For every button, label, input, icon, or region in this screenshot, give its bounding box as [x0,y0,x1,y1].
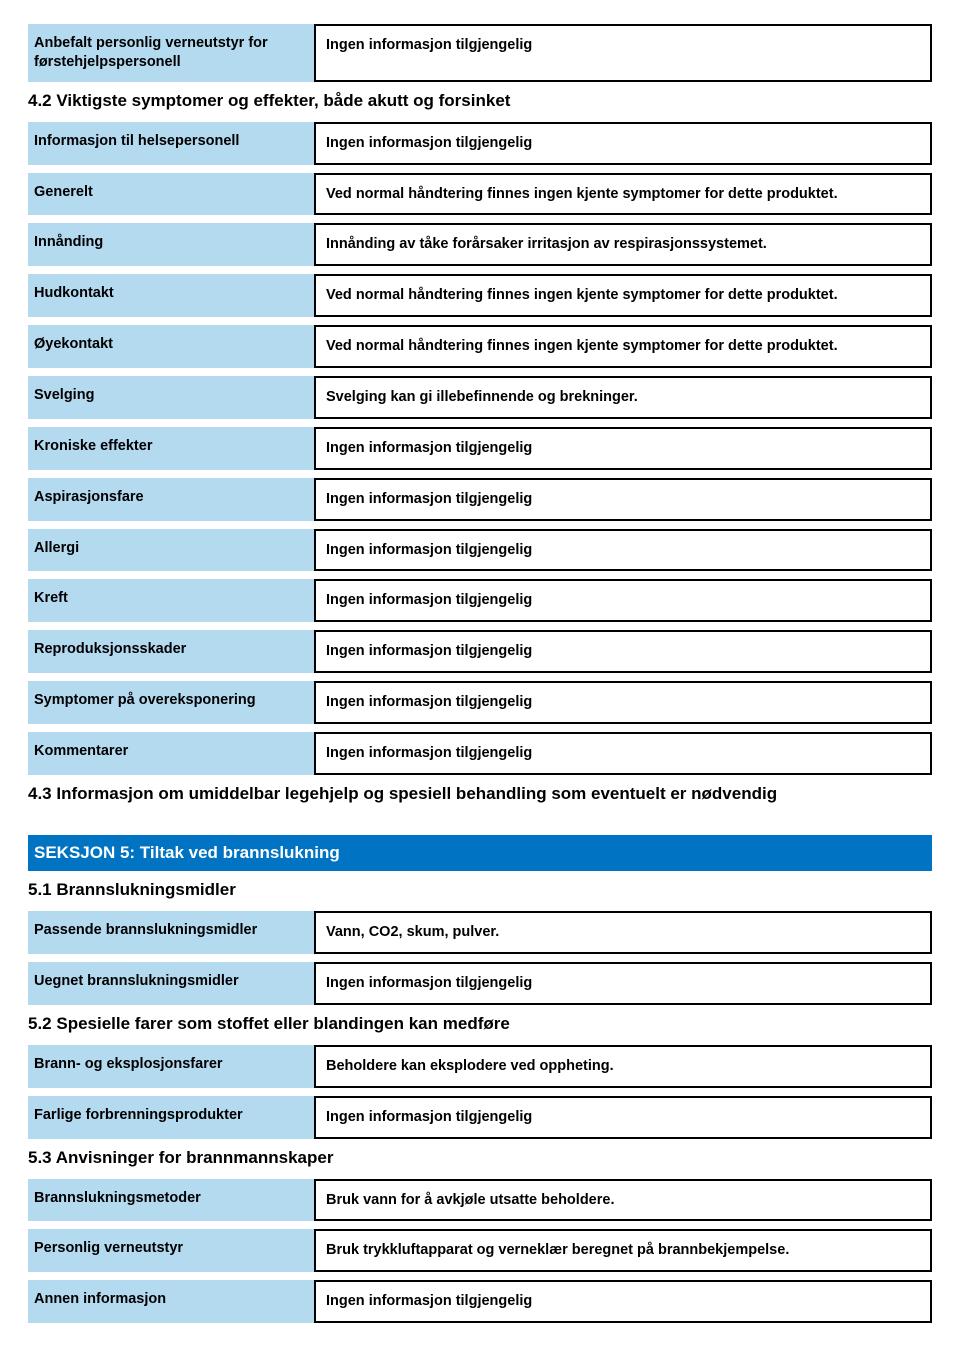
row-value: Ingen informasjon tilgjengelig [314,529,932,572]
data-row: Kommentarer Ingen informasjon tilgjengel… [28,732,932,775]
row-value: Ingen informasjon tilgjengelig [314,427,932,470]
row-value: Bruk vann for å avkjøle utsatte beholder… [314,1179,932,1222]
data-row: Generelt Ved normal håndtering finnes in… [28,173,932,216]
row-label: Symptomer på overeksponering [28,681,314,724]
row-label: Annen informasjon [28,1280,314,1323]
data-row: Brann- og eksplosjonsfarer Beholdere kan… [28,1045,932,1088]
row-label: Kreft [28,579,314,622]
row-value: Ingen informasjon tilgjengelig [314,122,932,165]
data-row: Anbefalt personlig verneutstyr for først… [28,24,932,82]
data-row: Innånding Innånding av tåke forårsaker i… [28,223,932,266]
row-value: Ingen informasjon tilgjengelig [314,24,932,82]
row-label: Uegnet brannslukningsmidler [28,962,314,1005]
row-value: Ingen informasjon tilgjengelig [314,1280,932,1323]
data-row: Kreft Ingen informasjon tilgjengelig [28,579,932,622]
data-row: Svelging Svelging kan gi illebefinnende … [28,376,932,419]
row-label: Reproduksjonsskader [28,630,314,673]
subheading-5-1: 5.1 Brannslukningsmidler [28,879,932,901]
subheading-4-3: 4.3 Informasjon om umiddelbar legehjelp … [28,783,932,805]
row-label: Øyekontakt [28,325,314,368]
row-value: Ingen informasjon tilgjengelig [314,630,932,673]
row-value: Ved normal håndtering finnes ingen kjent… [314,325,932,368]
subheading-5-3: 5.3 Anvisninger for brannmannskaper [28,1147,932,1169]
row-value: Ingen informasjon tilgjengelig [314,732,932,775]
data-row: Brannslukningsmetoder Bruk vann for å av… [28,1179,932,1222]
row-label: Informasjon til helsepersonell [28,122,314,165]
row-label: Svelging [28,376,314,419]
row-value: Ved normal håndtering finnes ingen kjent… [314,274,932,317]
row-label: Hudkontakt [28,274,314,317]
row-label: Anbefalt personlig verneutstyr for først… [28,24,314,82]
data-row: Symptomer på overeksponering Ingen infor… [28,681,932,724]
row-label: Aspirasjonsfare [28,478,314,521]
row-value: Bruk trykkluftapparat og verneklær bereg… [314,1229,932,1272]
subheading-5-2: 5.2 Spesielle farer som stoffet eller bl… [28,1013,932,1035]
row-value: Innånding av tåke forårsaker irritasjon … [314,223,932,266]
row-value: Vann, CO2, skum, pulver. [314,911,932,954]
row-value: Ingen informasjon tilgjengelig [314,681,932,724]
row-value: Ingen informasjon tilgjengelig [314,962,932,1005]
row-label: Allergi [28,529,314,572]
data-row: Aspirasjonsfare Ingen informasjon tilgje… [28,478,932,521]
row-value: Ingen informasjon tilgjengelig [314,579,932,622]
data-row: Allergi Ingen informasjon tilgjengelig [28,529,932,572]
row-value: Svelging kan gi illebefinnende og brekni… [314,376,932,419]
row-label: Kroniske effekter [28,427,314,470]
data-row: Øyekontakt Ved normal håndtering finnes … [28,325,932,368]
data-row: Hudkontakt Ved normal håndtering finnes … [28,274,932,317]
row-value: Ingen informasjon tilgjengelig [314,478,932,521]
row-label: Farlige forbrenningsprodukter [28,1096,314,1139]
row-label: Innånding [28,223,314,266]
section-5-title: SEKSJON 5: Tiltak ved brannslukning [28,835,932,871]
data-row: Kroniske effekter Ingen informasjon tilg… [28,427,932,470]
row-label: Kommentarer [28,732,314,775]
row-value: Beholdere kan eksplodere ved oppheting. [314,1045,932,1088]
row-label: Brann- og eksplosjonsfarer [28,1045,314,1088]
data-row: Reproduksjonsskader Ingen informasjon ti… [28,630,932,673]
row-label: Passende brannslukningsmidler [28,911,314,954]
data-row: Farlige forbrenningsprodukter Ingen info… [28,1096,932,1139]
row-label: Generelt [28,173,314,216]
data-row: Annen informasjon Ingen informasjon tilg… [28,1280,932,1323]
row-value: Ved normal håndtering finnes ingen kjent… [314,173,932,216]
row-value: Ingen informasjon tilgjengelig [314,1096,932,1139]
subheading-4-2: 4.2 Viktigste symptomer og effekter, båd… [28,90,932,112]
data-row: Uegnet brannslukningsmidler Ingen inform… [28,962,932,1005]
row-label: Brannslukningsmetoder [28,1179,314,1222]
row-label: Personlig verneutstyr [28,1229,314,1272]
data-row: Informasjon til helsepersonell Ingen inf… [28,122,932,165]
data-row: Passende brannslukningsmidler Vann, CO2,… [28,911,932,954]
data-row: Personlig verneutstyr Bruk trykkluftappa… [28,1229,932,1272]
